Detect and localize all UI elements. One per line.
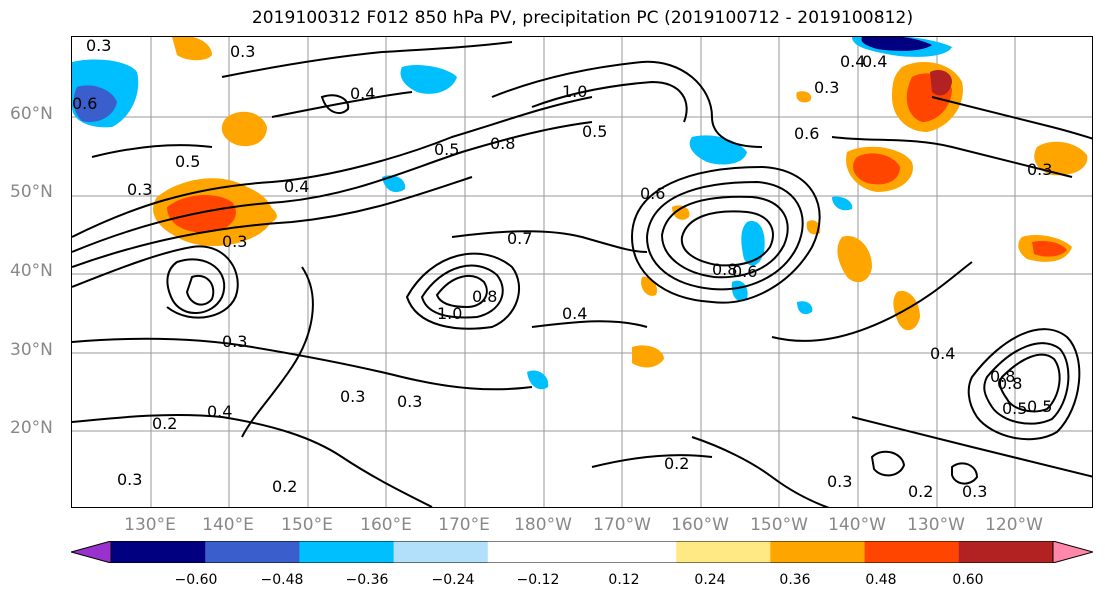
lon-label-160w: 160°W [671,515,729,535]
colorbar-segment [71,541,111,563]
contour-label: 0.3 [127,180,152,199]
contour-label: 0.2 [664,454,689,473]
contour-label: 0.3 [397,392,422,411]
contour-label: 0.8 [997,374,1022,393]
precip-positive [153,37,1088,368]
lon-label-170w: 170°W [593,515,651,535]
contour-label: 0.8 [490,134,515,153]
contour-label: 0.4 [562,304,587,323]
lon-label-130w: 130°W [907,515,965,535]
lat-label-30n: 30°N [10,340,53,360]
contour-labels: 0.3 0.6 0.3 0.4 0.3 0.5 0.3 0.4 0.8 0.5 … [72,37,1052,501]
lat-label-50n: 50°N [10,182,53,202]
colorbar-segment [958,541,1054,563]
contour-label: 0.5 [1027,397,1052,416]
lon-label-180w: 180°W [514,515,572,535]
colorbar-tick: −0.12 [516,572,560,588]
colorbar-segment [299,541,395,563]
colorbar-segment [676,541,771,563]
contour-label: 0.3 [117,470,142,489]
lat-label-60n: 60°N [10,104,53,124]
lon-label-150w: 150°W [750,515,808,535]
colorbar-segment [205,541,300,563]
contour-label: 0.3 [814,78,839,97]
contour-label: 0.5 [175,152,200,171]
colorbar-segment [393,541,489,563]
colorbar-tick: 0.24 [694,572,726,588]
contour-label: 0.3 [86,37,111,55]
contour-label: 0.2 [152,414,177,433]
contour-label: 0.4 [350,84,375,103]
contour-label: 0.8 [472,287,497,306]
contour-label: 0.3 [230,42,255,61]
contour-label: 0.8 [990,367,1015,386]
contour-label: 0.4 [930,344,955,363]
graticule [72,37,1092,507]
contour-label: 0.2 [272,477,297,496]
colorbar [71,541,1093,563]
contour-label: 0.5 [582,122,607,141]
contour-label: 0.3 [962,482,987,501]
contour-label: 0.4 [207,402,232,421]
lon-label-140e: 140°E [202,515,254,535]
map-panel: 0.3 0.6 0.3 0.4 0.3 0.5 0.3 0.4 0.8 0.5 … [71,36,1093,508]
contour-label: 0.3 [340,387,365,406]
colorbar-tick: 0.36 [779,572,811,588]
contour-label: 0.6 [732,262,757,281]
colorbar-tick: −0.24 [431,572,475,588]
lon-label-130e: 130°E [124,515,176,535]
colorbar-tick: 0.60 [952,572,984,588]
colorbar-segment [111,541,206,563]
contour-label: 1.0 [562,82,587,101]
lat-label-20n: 20°N [10,418,53,438]
chart-title: 2019100312 F012 850 hPa PV, precipitatio… [251,8,914,28]
lon-label-170e: 170°E [438,515,490,535]
colorbar-segment [770,541,866,563]
contour-label: 0.4 [862,52,887,71]
lat-label-40n: 40°N [10,261,53,281]
contour-label: 0.8 [712,260,737,279]
contour-label: 0.7 [507,229,532,248]
pv-contours [72,41,1092,507]
contour-label: 0.6 [794,124,819,143]
colorbar-tick: 0.48 [865,572,897,588]
colorbar-segment [864,541,960,563]
contour-label: 0.3 [222,232,247,251]
lon-label-150e: 150°E [281,515,333,535]
lon-label-160e: 160°E [360,515,412,535]
colorbar-tick: −0.36 [345,572,389,588]
contour-label: 0.6 [72,94,97,113]
lon-label-140w: 140°W [828,515,886,535]
contour-label: 0.5 [1002,399,1027,418]
contour-label: 0.4 [840,52,865,71]
colorbar-segment [1053,541,1093,563]
contour-label: 0.5 [434,140,459,159]
contour-label: 0.3 [1027,160,1052,179]
colorbar-segment [582,541,677,563]
colorbar-tick: −0.48 [260,572,304,588]
contour-label: 0.6 [640,184,665,203]
contour-label: 0.2 [908,482,933,501]
lon-label-120w: 120°W [985,515,1043,535]
colorbar-tick: 0.12 [608,572,640,588]
contour-label: 0.3 [222,332,247,351]
colorbar-segment [487,541,583,563]
contour-label: 1.0 [437,304,462,323]
colorbar-tick: −0.60 [174,572,218,588]
contour-label: 0.3 [827,472,852,491]
contour-label: 0.4 [284,177,309,196]
map-svg: 0.3 0.6 0.3 0.4 0.3 0.5 0.3 0.4 0.8 0.5 … [72,37,1092,507]
